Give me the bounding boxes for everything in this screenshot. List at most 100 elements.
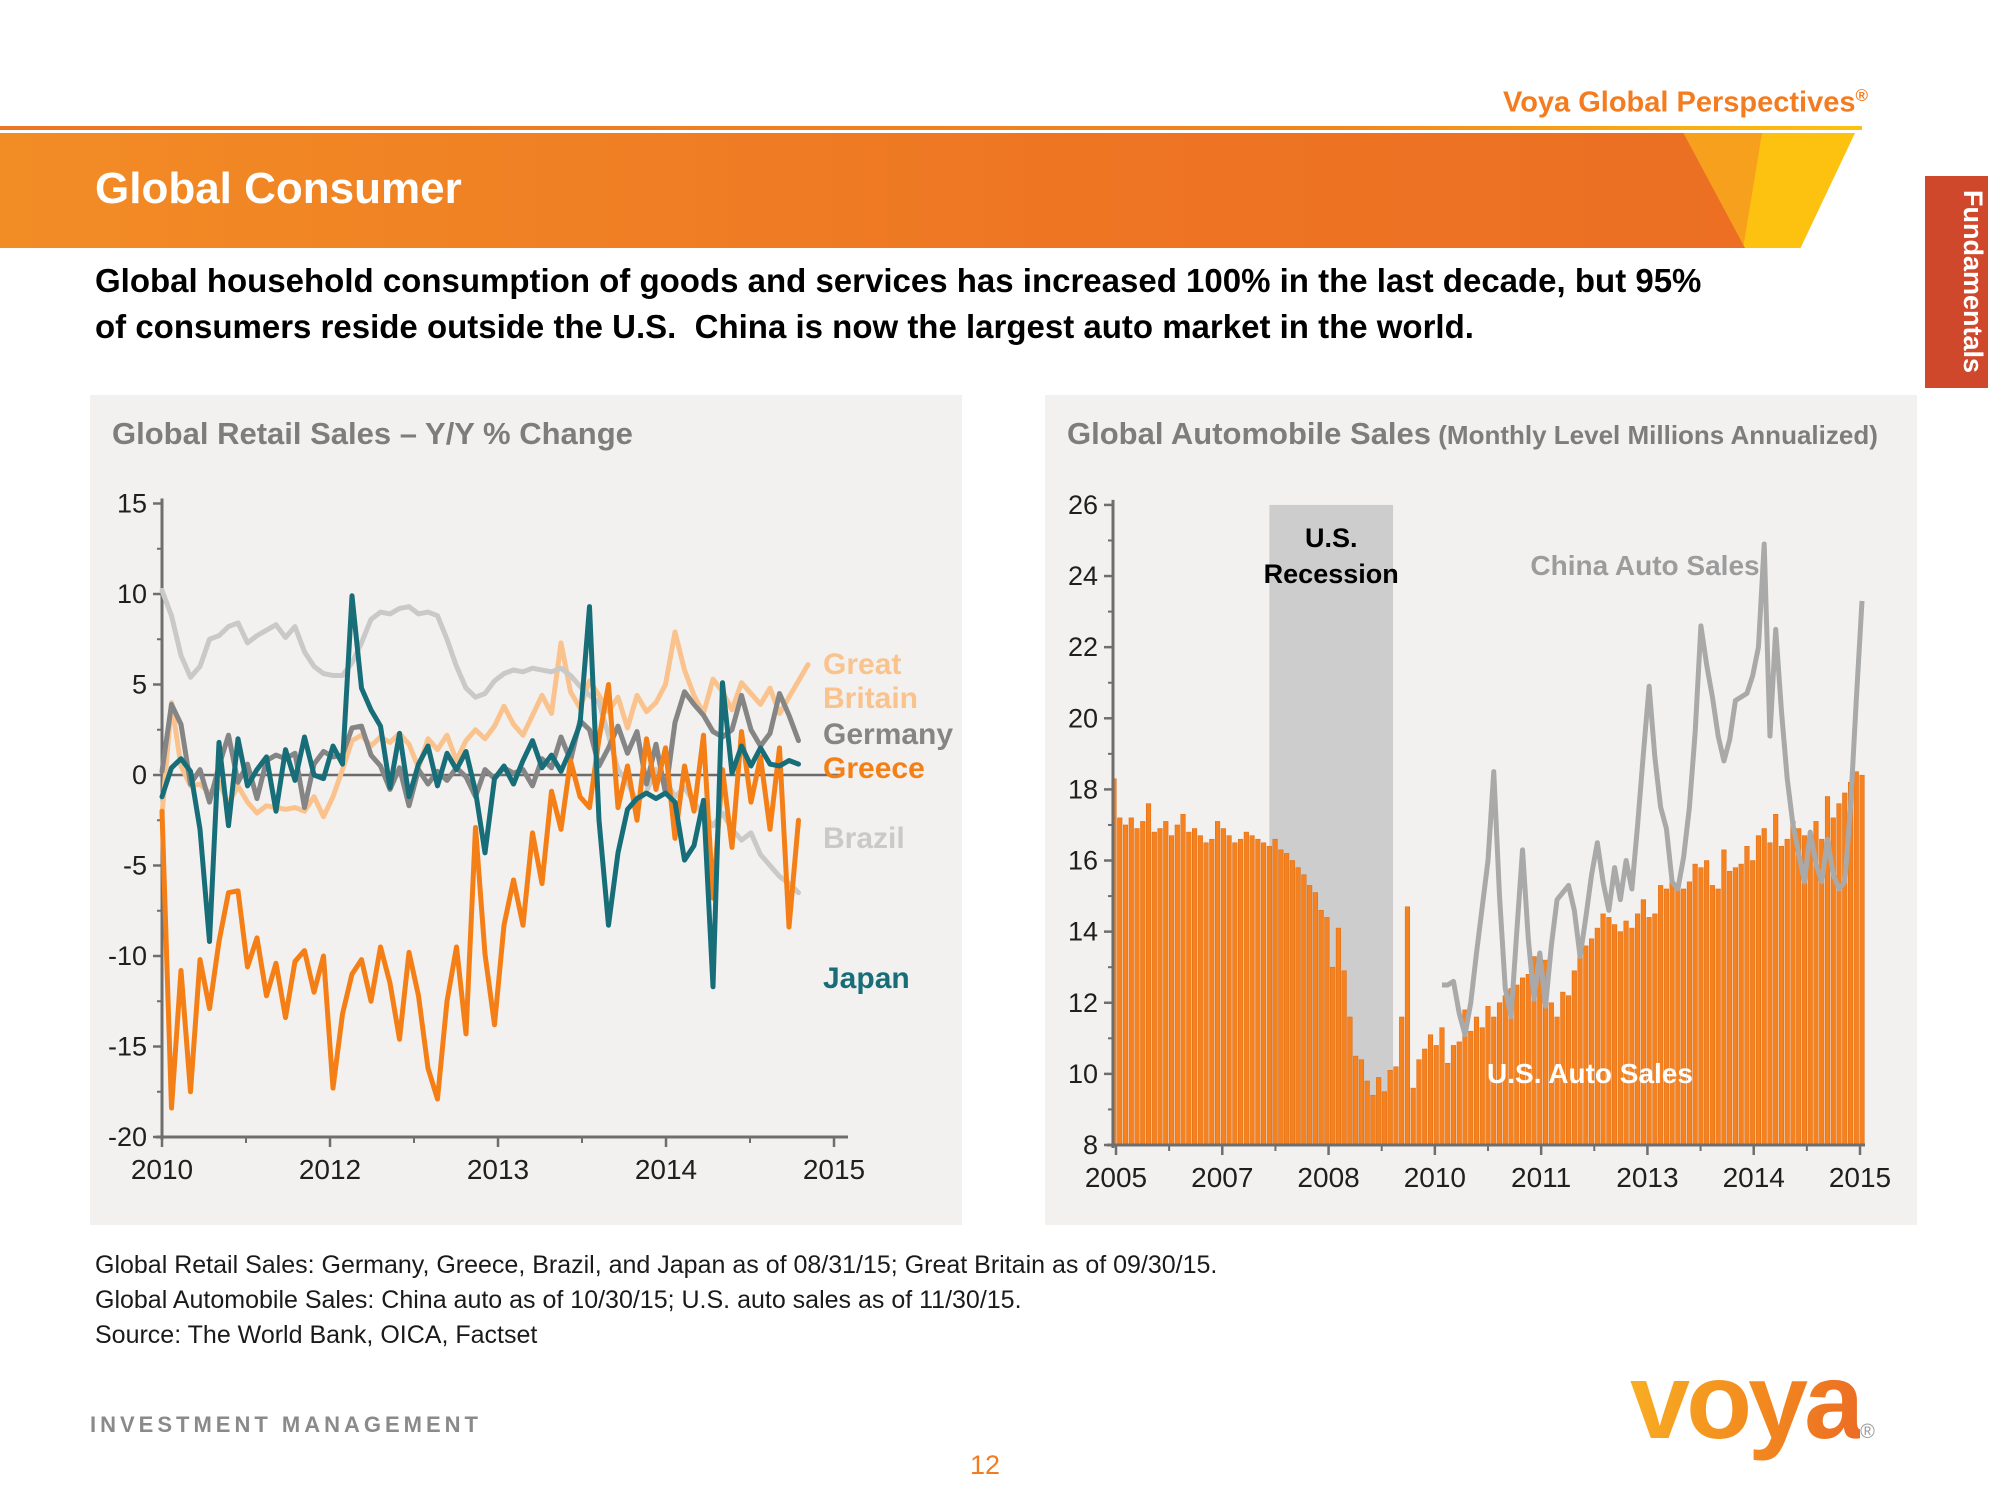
us-auto-sales-bar bbox=[1422, 1048, 1428, 1146]
us-auto-sales-bar bbox=[1767, 842, 1773, 1146]
right-y-tick-label: 12 bbox=[1068, 988, 1098, 1018]
us-auto-sales-bar bbox=[1468, 1030, 1474, 1146]
us-auto-sales-bar bbox=[1445, 1062, 1451, 1146]
us-auto-sales-bar bbox=[1778, 846, 1785, 1146]
us-auto-sales-bar bbox=[1376, 1077, 1382, 1146]
us-auto-sales-bar bbox=[1473, 1016, 1480, 1146]
us-auto-sales-bar bbox=[1284, 853, 1290, 1146]
us-auto-sales-bar bbox=[1658, 885, 1664, 1146]
page-title: Global Consumer bbox=[95, 164, 462, 213]
us-auto-sales-bar bbox=[1853, 771, 1859, 1146]
us-auto-sales-bar bbox=[1381, 1091, 1387, 1146]
us-auto-sales-bar bbox=[1203, 842, 1209, 1146]
right-y-tick-label: 8 bbox=[1083, 1130, 1098, 1160]
us-auto-sales-bar bbox=[1197, 835, 1203, 1146]
us-auto-sales-bar bbox=[1439, 1027, 1445, 1146]
us-auto-sales-bar bbox=[1307, 885, 1313, 1146]
us-auto-sales-bar bbox=[1836, 803, 1842, 1146]
left-x-tick-label: 2010 bbox=[131, 1154, 193, 1185]
brand-title: Voya Global Perspectives® bbox=[1503, 86, 1868, 119]
us-auto-sales-bar bbox=[1261, 842, 1267, 1146]
voya-logo-text: voya bbox=[1630, 1340, 1864, 1461]
us-auto-sales-bar bbox=[1168, 835, 1175, 1146]
us-auto-sales-bar bbox=[1738, 863, 1744, 1146]
us-auto-sales-bar bbox=[1330, 966, 1336, 1146]
us-auto-sales-bar bbox=[1358, 1059, 1364, 1146]
us-auto-sales-bar bbox=[1681, 888, 1687, 1146]
us-auto-sales-bar bbox=[1163, 821, 1169, 1146]
footnote-3: Source: The World Bank, OICA, Factset bbox=[95, 1321, 538, 1349]
us-auto-sales-bar bbox=[1594, 927, 1600, 1146]
right-y-tick-label: 22 bbox=[1068, 632, 1098, 662]
us-auto-sales-bar bbox=[1387, 1070, 1393, 1146]
voya-logo: voya® bbox=[1630, 1338, 1875, 1463]
us-auto-sales-bar bbox=[1612, 924, 1618, 1146]
registered-mark: ® bbox=[1855, 86, 1868, 105]
us-auto-sales-bar bbox=[1410, 1087, 1416, 1146]
us-auto-sales-bar bbox=[1347, 1016, 1353, 1146]
right-x-tick-label: 2007 bbox=[1191, 1162, 1253, 1193]
us-auto-sales-bar bbox=[1399, 1016, 1405, 1146]
us-auto-sales-bar bbox=[1640, 899, 1646, 1146]
us-auto-sales-bar bbox=[1686, 881, 1692, 1146]
us-auto-sales-bar bbox=[1704, 860, 1710, 1146]
subtitle: Global household consumption of goods an… bbox=[95, 262, 1702, 345]
us-auto-sales-bar bbox=[1324, 917, 1330, 1146]
us-auto-sales-bar bbox=[1450, 1045, 1457, 1146]
left-y-tick-label: -5 bbox=[123, 851, 147, 881]
us-auto-sales-bar bbox=[1370, 1094, 1376, 1146]
right-y-tick-label: 16 bbox=[1068, 846, 1098, 876]
china-auto-sales-label: China Auto Sales bbox=[1530, 550, 1759, 581]
right-y-tick-label: 20 bbox=[1068, 703, 1098, 733]
retail-sales-title: Global Retail Sales – Y/Y % Change bbox=[112, 416, 633, 451]
us-auto-sales-bar bbox=[1226, 835, 1232, 1146]
us-auto-sales-bar bbox=[1416, 1059, 1422, 1146]
us-auto-sales-bar bbox=[1692, 863, 1698, 1146]
us-auto-sales-bar bbox=[1341, 970, 1347, 1146]
left-y-tick-label: 15 bbox=[117, 489, 147, 519]
right-y-tick-label: 10 bbox=[1068, 1059, 1098, 1089]
left-x-tick-label: 2012 bbox=[299, 1154, 361, 1185]
legend-label-greece: Greece bbox=[823, 752, 925, 785]
right-x-tick-label: 2008 bbox=[1297, 1162, 1359, 1193]
left-y-tick-label: 0 bbox=[132, 760, 147, 790]
us-auto-sales-bar bbox=[1790, 821, 1796, 1146]
footnote-2: Global Automobile Sales: China auto as o… bbox=[95, 1286, 1022, 1314]
us-auto-sales-bar bbox=[1623, 920, 1629, 1146]
right-x-tick-label: 2005 bbox=[1085, 1162, 1147, 1193]
us-auto-sales-bar bbox=[1663, 888, 1669, 1146]
left-x-tick-label: 2015 bbox=[803, 1154, 865, 1185]
voya-logo-registered-mark: ® bbox=[1860, 1421, 1875, 1443]
us-auto-sales-bar bbox=[1773, 814, 1779, 1146]
us-auto-sales-bar bbox=[1122, 824, 1129, 1146]
us-auto-sales-bar bbox=[1151, 831, 1157, 1146]
us-auto-sales-bar bbox=[1600, 913, 1606, 1146]
us-auto-sales-label: U.S. Auto Sales bbox=[1487, 1058, 1693, 1089]
us-auto-sales-bar bbox=[1215, 821, 1221, 1146]
left-x-tick-label: 2013 bbox=[467, 1154, 529, 1185]
us-auto-sales-bar bbox=[1761, 828, 1767, 1146]
us-auto-sales-bar bbox=[1796, 828, 1802, 1146]
us-auto-sales-bar bbox=[1249, 835, 1255, 1146]
us-auto-sales-bar bbox=[1606, 917, 1612, 1146]
us-auto-sales-bar bbox=[1629, 927, 1635, 1146]
us-auto-sales-bar bbox=[1220, 828, 1226, 1146]
us-auto-sales-bar bbox=[1675, 885, 1681, 1146]
right-x-tick-label: 2014 bbox=[1723, 1162, 1785, 1193]
us-auto-sales-bar bbox=[1243, 831, 1249, 1146]
legend-label-germany: Germany bbox=[823, 718, 954, 751]
us-auto-sales-bar bbox=[1577, 956, 1583, 1146]
tab-fundamentals[interactable]: Fundamentals bbox=[1925, 176, 1988, 388]
us-auto-sales-bar bbox=[1134, 828, 1140, 1146]
legend-label-japan: Japan bbox=[823, 962, 910, 995]
right-y-tick-label: 24 bbox=[1068, 561, 1098, 591]
us-auto-sales-bar bbox=[1128, 817, 1134, 1146]
page-number: 12 bbox=[969, 1450, 1001, 1480]
left-y-tick-label: -10 bbox=[108, 941, 147, 971]
us-auto-sales-bar bbox=[1433, 1045, 1439, 1146]
left-x-tick-label: 2014 bbox=[635, 1154, 697, 1185]
us-auto-sales-bar bbox=[1232, 842, 1238, 1146]
us-auto-sales-bar bbox=[1278, 849, 1284, 1146]
